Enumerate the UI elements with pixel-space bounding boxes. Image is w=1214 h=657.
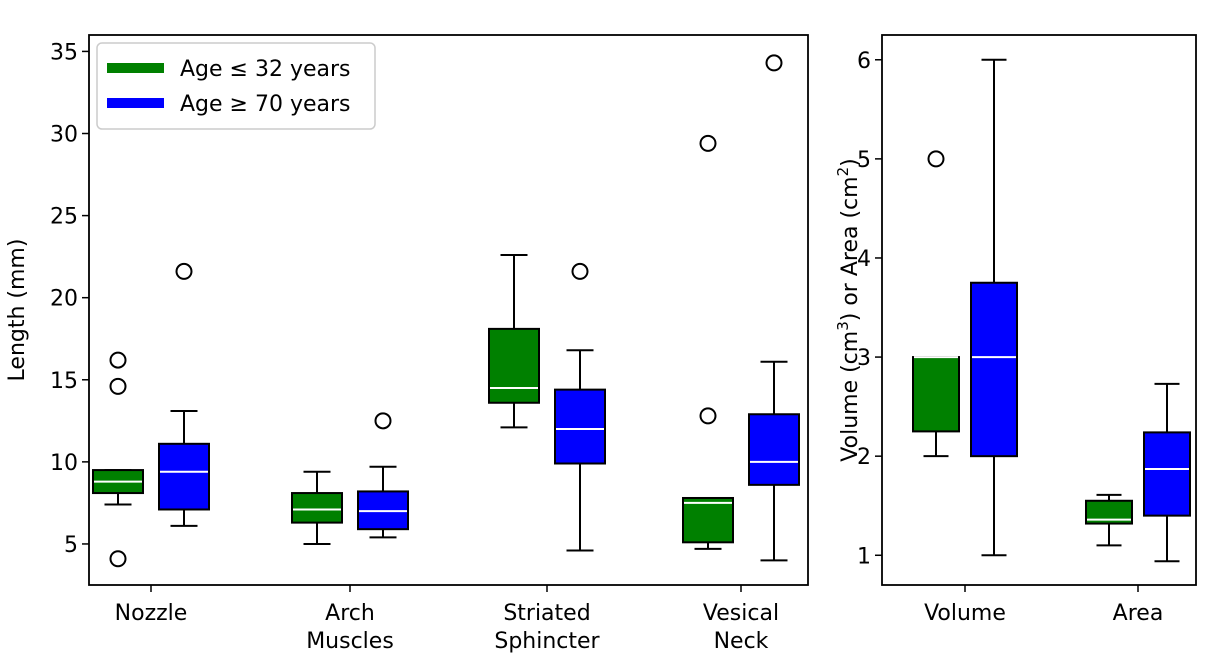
box (488, 327, 540, 404)
box (1143, 431, 1191, 517)
y-axis-label-part: 2 (834, 167, 852, 177)
box (554, 388, 606, 465)
box (682, 496, 734, 544)
outlier-point (927, 150, 945, 168)
length-boxplot-panel: 5 10 15 20 25 30 35 Nozzle Arch Muscles Striated Sp… (5, 34, 809, 654)
outlier-point (109, 351, 127, 369)
x-tick-label: Vesical (703, 601, 779, 626)
y-axis-label-part: ) (838, 158, 863, 167)
legend-swatch (107, 98, 164, 108)
x-tick-label: Arch (325, 601, 375, 626)
x-tick-label: Striated (503, 601, 590, 626)
x-tick-label: Sphincter (494, 629, 600, 654)
y-axis-label-part: 3 (834, 321, 852, 331)
y-axis-label: Volume (cm3) or Area (cm2) (834, 158, 863, 461)
outlier-point (109, 377, 127, 395)
y-axis-label: Length (mm) (5, 239, 30, 382)
y-tick-label: 1 (857, 544, 871, 569)
box (748, 413, 800, 486)
y-tick-label: 10 (50, 451, 78, 476)
y-tick-label: 4 (857, 247, 871, 272)
y-tick-label: 5 (64, 533, 78, 558)
legend-label: Age ≥ 70 years (180, 92, 351, 117)
box (970, 281, 1018, 458)
legend-label: Age ≤ 32 years (180, 57, 351, 82)
y-tick-label: 30 (50, 123, 78, 148)
outlier-point (699, 134, 717, 152)
y-tick-label: 6 (857, 49, 871, 74)
plot-frame (881, 34, 1197, 586)
legend-box (96, 42, 376, 130)
legend: Age ≤ 32 years Age ≥ 70 years (96, 42, 376, 130)
outlier-point (109, 550, 127, 568)
box (291, 492, 343, 524)
y-axis-label-part: Volume (cm (838, 331, 863, 462)
y-tick-label: 15 (50, 369, 78, 394)
outlier-point (699, 407, 717, 425)
outlier-point (571, 262, 589, 280)
x-tick-label: Nozzle (115, 601, 188, 626)
y-tick-label: 35 (50, 40, 78, 65)
box (912, 356, 960, 433)
y-tick-label: 20 (50, 287, 78, 312)
legend-swatch (107, 63, 164, 73)
x-tick-label: Area (1113, 601, 1164, 626)
y-tick-label: 5 (857, 148, 871, 173)
x-tick-label: Muscles (306, 629, 394, 654)
outlier-point (374, 412, 392, 430)
box (1085, 499, 1133, 525)
y-tick-label: 2 (857, 445, 871, 470)
outlier-point (765, 54, 783, 72)
x-tick-label: Volume (924, 601, 1006, 626)
plot-frame (88, 34, 809, 586)
x-tick-label: Neck (714, 629, 769, 654)
y-tick-label: 3 (857, 346, 871, 371)
y-axis-label-part: ) or Area (cm (838, 176, 863, 321)
y-tick-label: 25 (50, 205, 78, 230)
box (158, 442, 210, 511)
outlier-point (175, 262, 193, 280)
